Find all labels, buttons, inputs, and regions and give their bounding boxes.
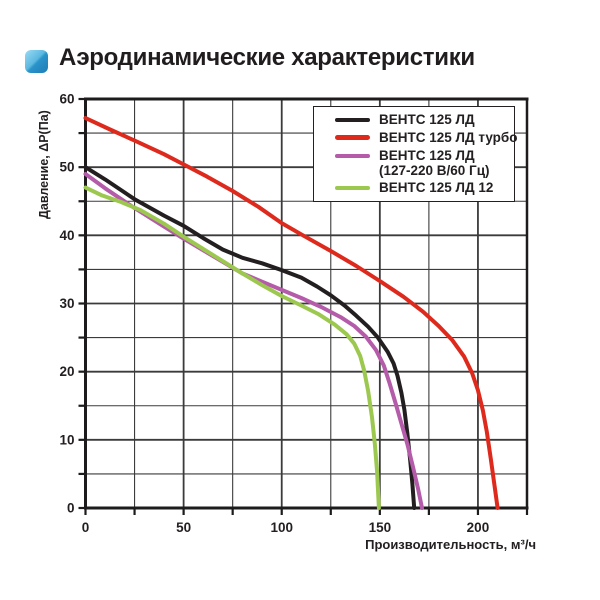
legend-swatch-green — [335, 185, 370, 191]
y-axis-label: Давление, ΔР(Па) — [37, 110, 51, 219]
series-line-1 — [83, 116, 500, 510]
page-header: Аэродинамические характеристики — [0, 0, 600, 90]
blue-square-bullet-icon — [25, 50, 48, 73]
page-title: Аэродинамические характеристики — [59, 44, 475, 71]
x-tick-label: 50 — [176, 520, 191, 535]
y-tick-label: 40 — [59, 228, 74, 243]
legend-item: ВЕНТС 125 ЛД — [335, 112, 510, 127]
legend-item: ВЕНТС 125 ЛД (127-220 В/60 Гц) — [335, 148, 510, 178]
x-tick-label: 0 — [82, 520, 90, 535]
legend-swatch-magenta — [335, 153, 370, 159]
legend-label: ВЕНТС 125 ЛД — [379, 112, 475, 128]
y-tick-label: 10 — [59, 432, 74, 447]
series-line-3 — [83, 185, 381, 510]
y-tick-label: 0 — [67, 501, 75, 516]
x-tick-label: 150 — [369, 520, 392, 535]
y-tick-label: 60 — [59, 92, 74, 107]
gridlines — [85, 99, 527, 508]
legend-label: ВЕНТС 125 ЛД 12 — [379, 180, 494, 196]
legend-item: ВЕНТС 125 ЛД 12 — [335, 180, 510, 195]
legend-label-line1: ВЕНТС 125 ЛД — [379, 147, 475, 163]
series-line-0 — [83, 165, 417, 510]
tick-marks — [78, 97, 529, 515]
legend-label-line2: (127-220 В/60 Гц) — [379, 162, 490, 178]
legend-swatch-red — [335, 135, 370, 140]
x-tick-label: 100 — [270, 520, 293, 535]
legend: ВЕНТС 125 ЛД ВЕНТС 125 ЛД турбо ВЕНТС 12… — [313, 106, 517, 202]
series-lines — [83, 116, 500, 510]
x-tick-label: 200 — [467, 520, 490, 535]
y-tick-label: 50 — [59, 160, 74, 175]
legend-label: ВЕНТС 125 ЛД турбо — [379, 130, 518, 146]
legend-item: ВЕНТС 125 ЛД турбо — [335, 130, 517, 145]
legend-label: ВЕНТС 125 ЛД (127-220 В/60 Гц) — [379, 148, 490, 178]
x-axis-label: Производительность, м³/ч — [365, 537, 536, 552]
legend-swatch-black — [335, 117, 370, 123]
tick-labels: 0 50 100 150 200 0 10 20 30 40 50 60 — [59, 92, 489, 536]
series-line-2 — [83, 172, 424, 510]
y-tick-label: 30 — [59, 296, 74, 311]
y-tick-label: 20 — [59, 364, 74, 379]
